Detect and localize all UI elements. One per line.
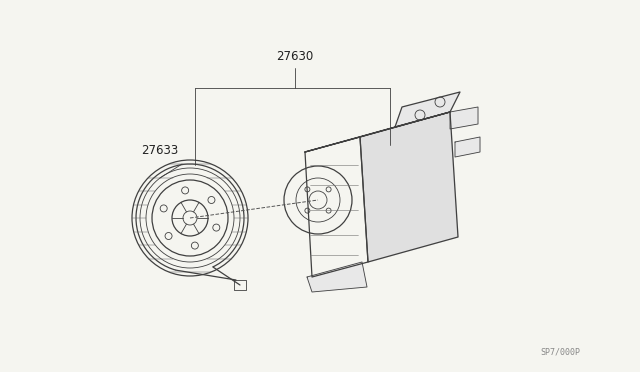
Polygon shape: [307, 262, 367, 292]
Text: 27633: 27633: [141, 144, 179, 157]
Polygon shape: [455, 137, 480, 157]
Polygon shape: [305, 137, 368, 277]
Polygon shape: [234, 280, 246, 290]
Polygon shape: [360, 112, 458, 262]
Text: SP7/000P: SP7/000P: [540, 347, 580, 356]
Text: 27630: 27630: [276, 50, 314, 63]
Polygon shape: [450, 107, 478, 129]
Polygon shape: [305, 112, 450, 152]
Polygon shape: [395, 92, 460, 127]
